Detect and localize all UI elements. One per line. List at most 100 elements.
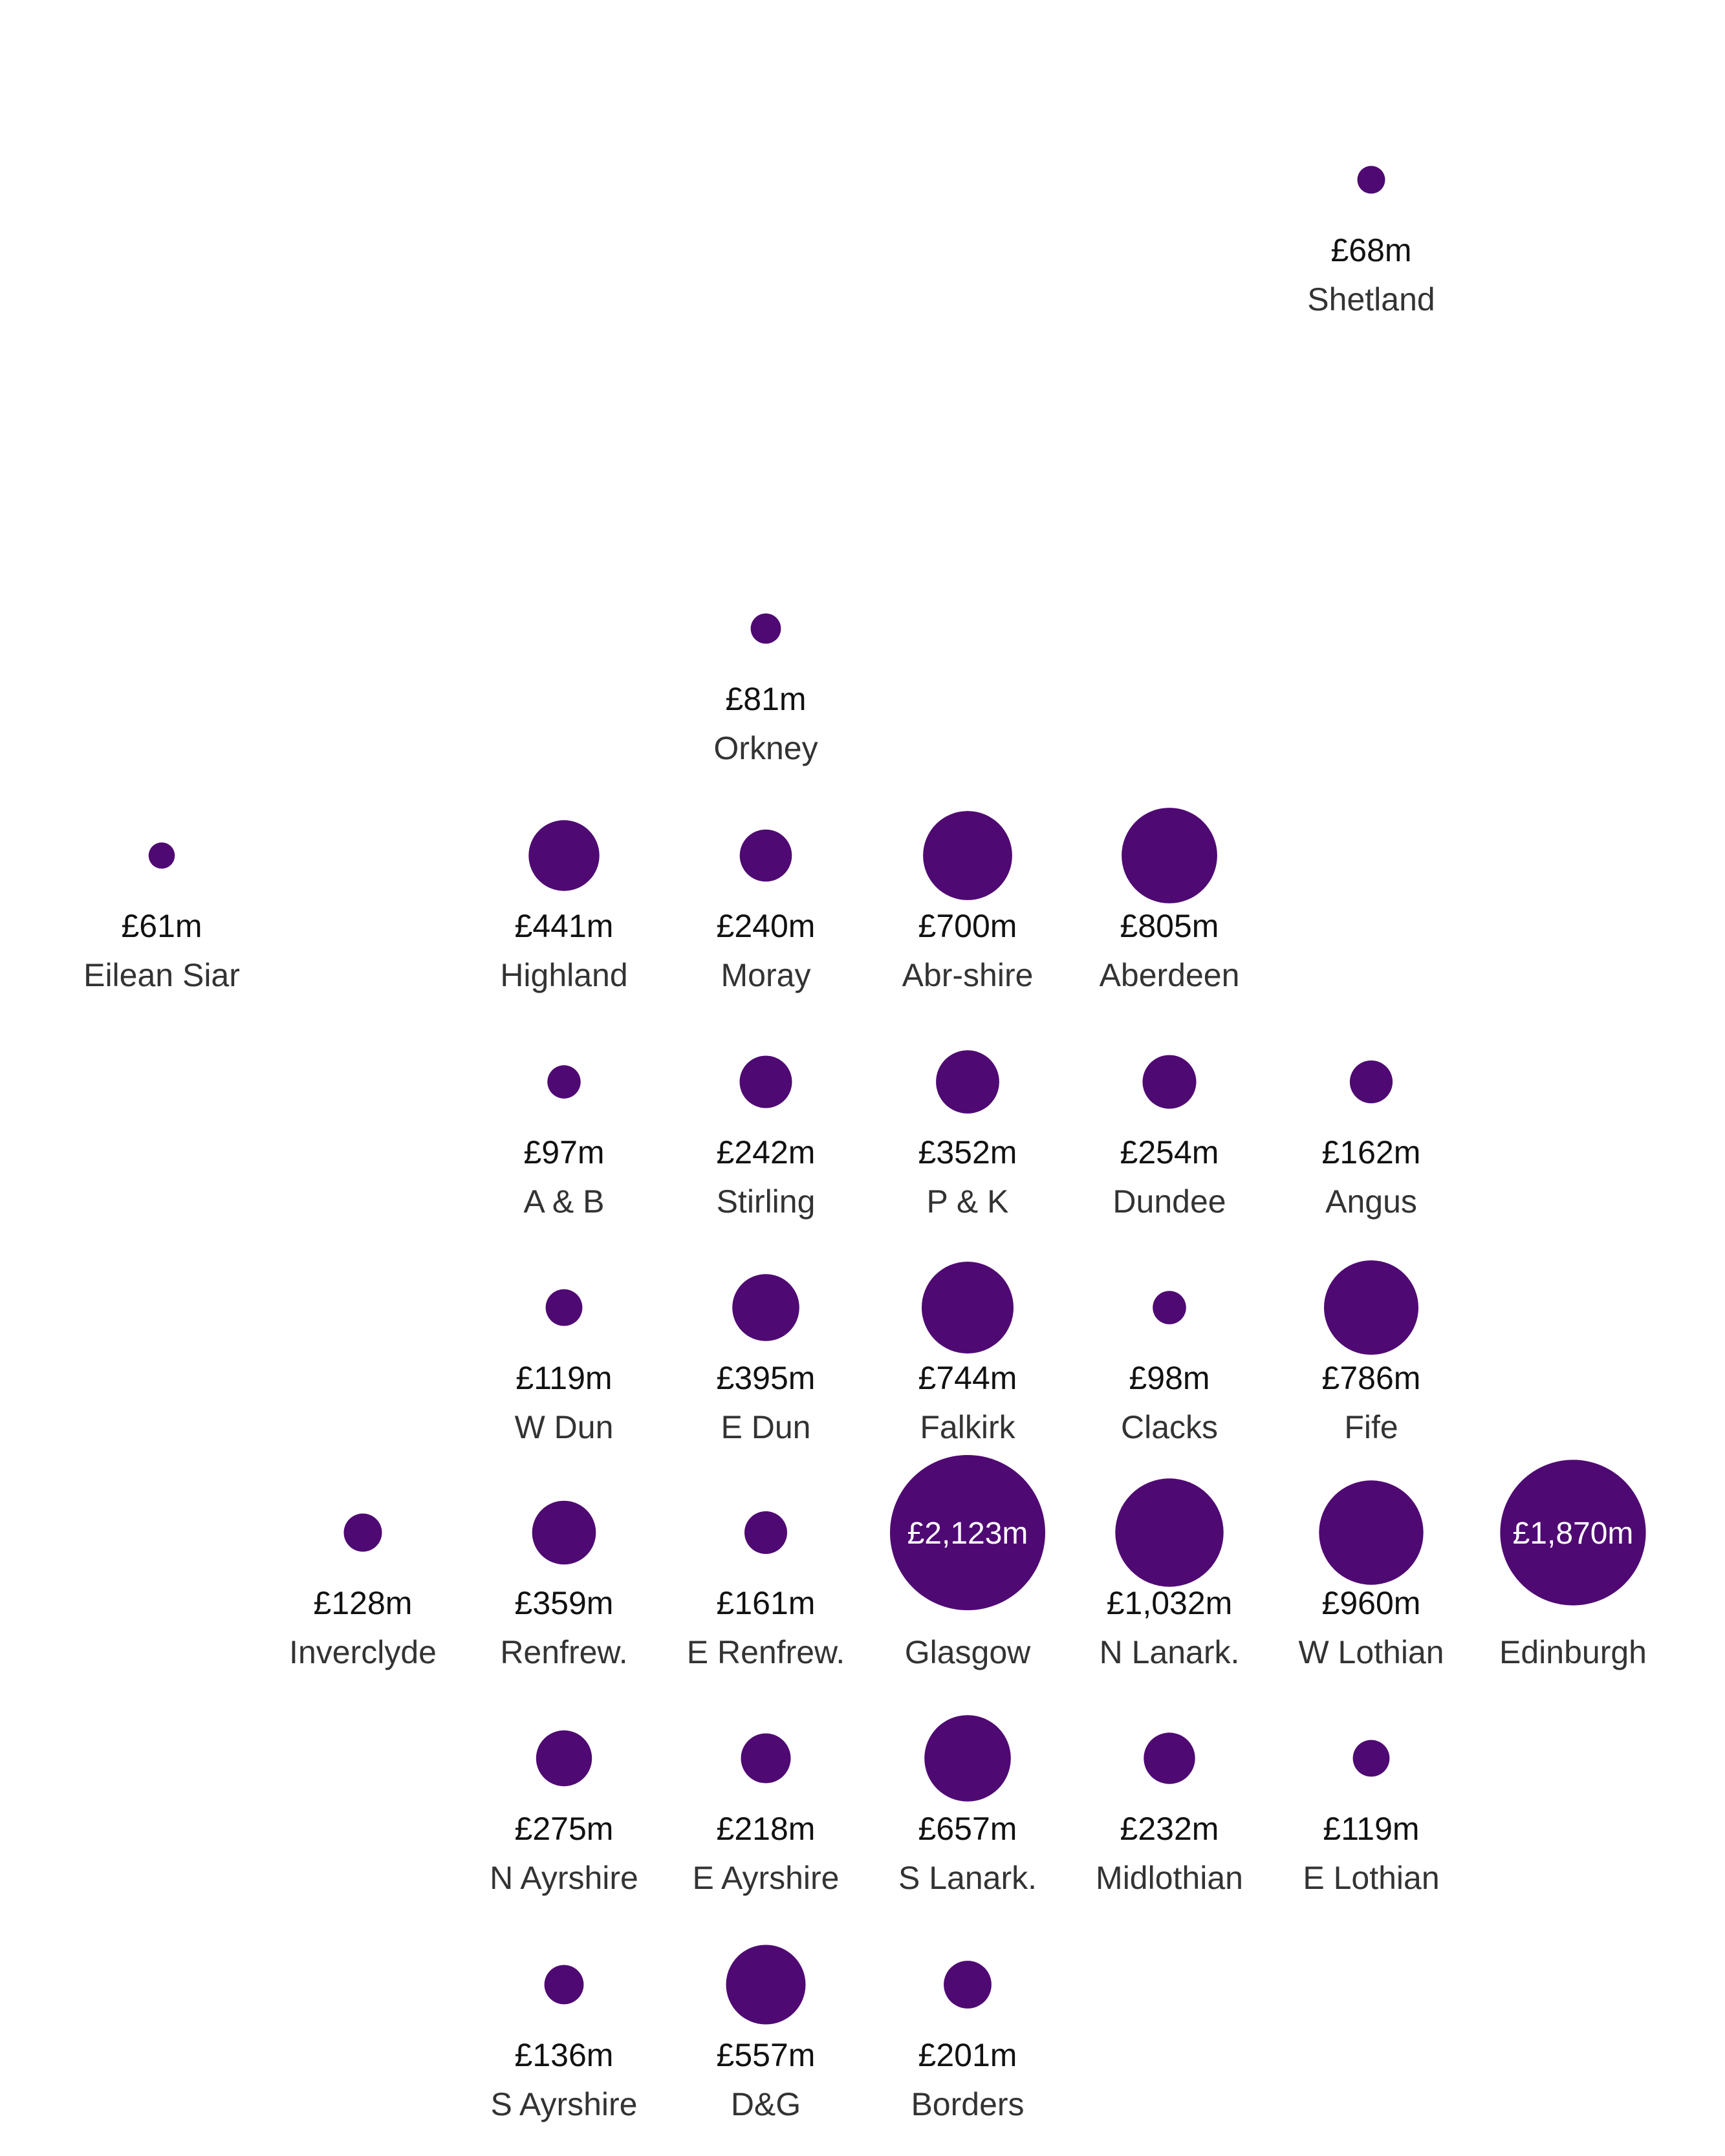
bubble-falkirk [922,1262,1014,1353]
region-glasgow: £2,123m Glasgow [890,1455,1045,1670]
region-name-stirling: Stirling [717,1183,816,1220]
bubble-aberdeen [1122,808,1217,903]
value-label-fife: £786m [1322,1360,1421,1396]
region-n-ayrshire: £275m N Ayrshire [490,1730,638,1896]
region-name-borders: Borders [911,2086,1024,2122]
bubble-n-ayrshire [536,1730,592,1787]
value-label-highland: £441m [515,908,614,944]
region-name-eilean-siar: Eilean Siar [83,957,240,993]
bubble-moray [739,829,792,882]
region-moray: £240m Moray [717,829,816,993]
bubble-n-lanark [1115,1478,1224,1587]
bubble-stirling [739,1055,792,1108]
value-label-e-dun: £395m [717,1360,816,1396]
region-e-renfrew: £161m E Renfrew. [687,1511,845,1670]
value-label-clacks: £98m [1129,1360,1210,1396]
region-s-lanark: £657m S Lanark. [898,1715,1037,1896]
region-s-ayrshire: £136m S Ayrshire [491,1965,638,2122]
region-name-e-dun: E Dun [721,1409,811,1445]
value-label-a-b: £97m [523,1134,604,1170]
value-label-orkney: £81m [725,681,806,717]
region-name-renfrew: Renfrew. [500,1634,627,1670]
value-label-angus: £162m [1322,1134,1421,1170]
region-a-b: £97m A & B [523,1065,605,1220]
value-label-abr-shire: £700m [918,908,1017,944]
value-label-renfrew: £359m [515,1585,614,1621]
region-shetland: £68m Shetland [1307,166,1435,318]
region-orkney: £81m Orkney [713,613,818,766]
bubble-e-ayrshire [741,1733,791,1784]
region-falkirk: £744m Falkirk [918,1262,1017,1445]
region-name-inverclyde: Inverclyde [289,1634,437,1670]
bubble-w-lothian [1319,1480,1424,1585]
value-label-d-g: £557m [717,2037,816,2073]
value-label-dundee: £254m [1120,1134,1219,1170]
region-name-p-k: P & K [927,1183,1009,1220]
region-name-w-dun: W Dun [515,1409,614,1445]
value-label-eilean-siar: £61m [121,908,202,944]
value-label-n-lanark: £1,032m [1107,1585,1233,1621]
region-name-shetland: Shetland [1307,281,1435,318]
region-e-dun: £395m E Dun [717,1274,816,1445]
region-name-s-lanark: S Lanark. [898,1860,1037,1896]
value-label-borders: £201m [918,2037,1017,2073]
region-edinburgh: £1,870m Edinburgh [1499,1460,1647,1670]
region-name-midlothian: Midlothian [1096,1860,1243,1896]
bubble-clacks [1153,1291,1186,1324]
region-aberdeen: £805m Aberdeen [1100,808,1240,993]
region-e-ayrshire: £218m E Ayrshire [693,1733,840,1896]
region-inverclyde: £128m Inverclyde [289,1513,437,1670]
region-name-dundee: Dundee [1112,1183,1226,1220]
region-e-lothian: £119m E Lothian [1303,1740,1440,1896]
region-name-clacks: Clacks [1121,1409,1218,1445]
bubble-abr-shire [923,811,1012,900]
region-midlothian: £232m Midlothian [1096,1732,1243,1896]
region-w-lothian: £960m W Lothian [1298,1480,1444,1670]
region-name-e-lothian: E Lothian [1303,1860,1439,1896]
region-name-a-b: A & B [523,1183,604,1220]
value-label-glasgow: £2,123m [907,1516,1028,1551]
bubble-p-k [936,1050,999,1114]
bubble-borders [944,1961,992,2009]
value-label-e-ayrshire: £218m [717,1811,816,1847]
region-name-edinburgh: Edinburgh [1499,1634,1647,1670]
region-name-angus: Angus [1325,1183,1417,1220]
value-label-falkirk: £744m [918,1360,1017,1396]
region-eilean-siar: £61m Eilean Siar [83,842,240,993]
value-label-inverclyde: £128m [314,1585,413,1621]
value-label-s-lanark: £657m [918,1811,1017,1847]
bubble-a-b [547,1065,581,1099]
region-dundee: £254m Dundee [1112,1055,1226,1220]
value-label-edinburgh: £1,870m [1513,1516,1634,1551]
bubble-dundee [1142,1055,1197,1109]
bubble-e-renfrew [744,1511,787,1554]
region-highland: £441m Highland [500,820,628,993]
region-name-e-renfrew: E Renfrew. [687,1634,845,1670]
region-d-g: £557m D&G [717,1945,816,2122]
bubble-renfrew [532,1500,596,1565]
bubble-fife [1324,1260,1418,1355]
value-label-w-lothian: £960m [1322,1585,1421,1621]
bubble-e-dun [732,1274,799,1341]
region-renfrew: £359m Renfrew. [500,1500,628,1670]
region-name-aberdeen: Aberdeen [1100,957,1240,993]
value-label-e-renfrew: £161m [717,1585,816,1621]
value-label-shetland: £68m [1330,232,1411,268]
region-name-w-lothian: W Lothian [1298,1634,1444,1670]
region-name-s-ayrshire: S Ayrshire [491,2086,638,2122]
value-label-moray: £240m [717,908,816,944]
bubble-d-g [726,1945,806,2025]
value-label-p-k: £352m [918,1134,1017,1170]
region-name-e-ayrshire: E Ayrshire [693,1860,840,1896]
bubble-angus [1349,1060,1393,1104]
region-angus: £162m Angus [1322,1060,1421,1220]
region-name-abr-shire: Abr-shire [902,957,1034,993]
bubble-edinburgh [1500,1460,1646,1606]
region-borders: £201m Borders [911,1961,1025,2122]
region-name-falkirk: Falkirk [920,1409,1015,1445]
region-name-n-ayrshire: N Ayrshire [490,1860,638,1896]
region-name-d-g: D&G [731,2086,801,2122]
bubble-s-ayrshire [544,1965,584,2005]
bubble-e-lothian [1352,1740,1390,1777]
